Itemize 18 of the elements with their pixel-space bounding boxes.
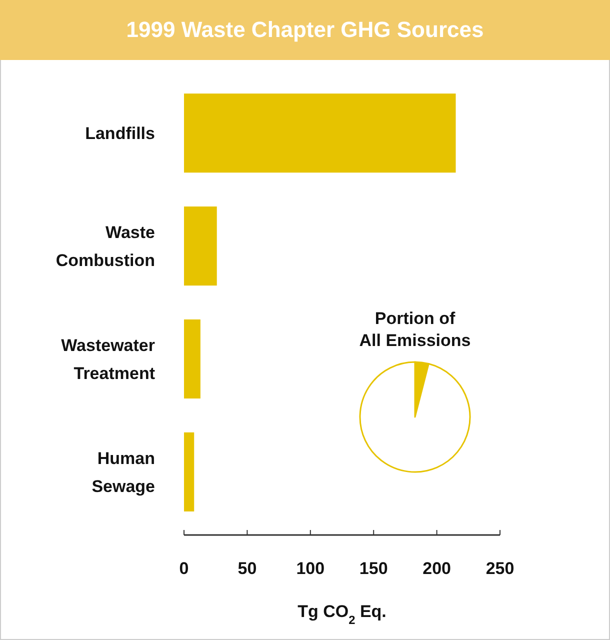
chart-title: Portion of All Emissions — [359, 309, 471, 350]
bar — [184, 432, 194, 512]
pie-slice — [359, 361, 471, 473]
x-tick-label: 250 — [486, 559, 514, 578]
y-tick-label: Landfills — [85, 124, 155, 144]
x-tick-label: 0 — [179, 559, 189, 578]
chart-title: 1999 Waste Chapter GHG Sources — [126, 17, 484, 42]
y-tick-label: Waste Combustion — [56, 223, 155, 270]
x-tick-label: 150 — [359, 559, 388, 578]
y-tick-label: Wastewater Treatment — [61, 336, 156, 383]
bar — [184, 94, 456, 173]
x-axis-title: Tg CO$_{2}$ Eq. — [298, 602, 386, 627]
y-tick-label: Human Sewage — [92, 448, 155, 496]
x-tick-label: 200 — [422, 559, 451, 578]
bar — [184, 206, 217, 286]
x-tick-label: 50 — [238, 559, 257, 578]
bar — [184, 319, 200, 399]
x-tick-label: 100 — [296, 559, 325, 578]
